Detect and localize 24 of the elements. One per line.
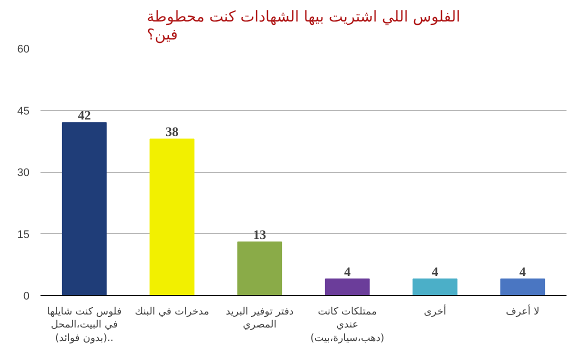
y-tick-label: 60 [17,44,30,56]
y-tick-label: 0 [23,290,30,302]
x-tick-label: فلوس كنت شايلها في البيت،المحل (بدون فوائد).. [47,306,122,344]
bar [150,138,194,296]
data-label: 13 [253,226,267,242]
bar [237,241,282,296]
y-tick-label: 30 [17,167,30,179]
data-label: 42 [78,108,91,123]
x-tick-label: لا أعرف [506,304,540,318]
bar [62,122,107,296]
bar [500,278,546,296]
bar [324,278,370,296]
data-label: 4 [519,264,526,280]
x-tick-label: مدخرات في البنك [134,306,210,318]
data-label: 4 [432,264,439,280]
x-tick-label: ممتلكات كانت عندي (دهب،سيارة،بيت) [310,306,384,344]
bar [412,278,458,296]
y-tick-label: 15 [17,228,30,241]
data-label: 4 [344,264,352,280]
x-tick-label: دفتر توفير البريد المصري [226,306,294,331]
data-label: 38 [166,124,179,140]
chart-title: الفلوس اللي اشتريت بيها الشهادات كنت محطوطة فين؟ [146,8,460,44]
y-tick-label: 45 [17,105,30,118]
x-tick-label: أخرى [424,304,446,318]
